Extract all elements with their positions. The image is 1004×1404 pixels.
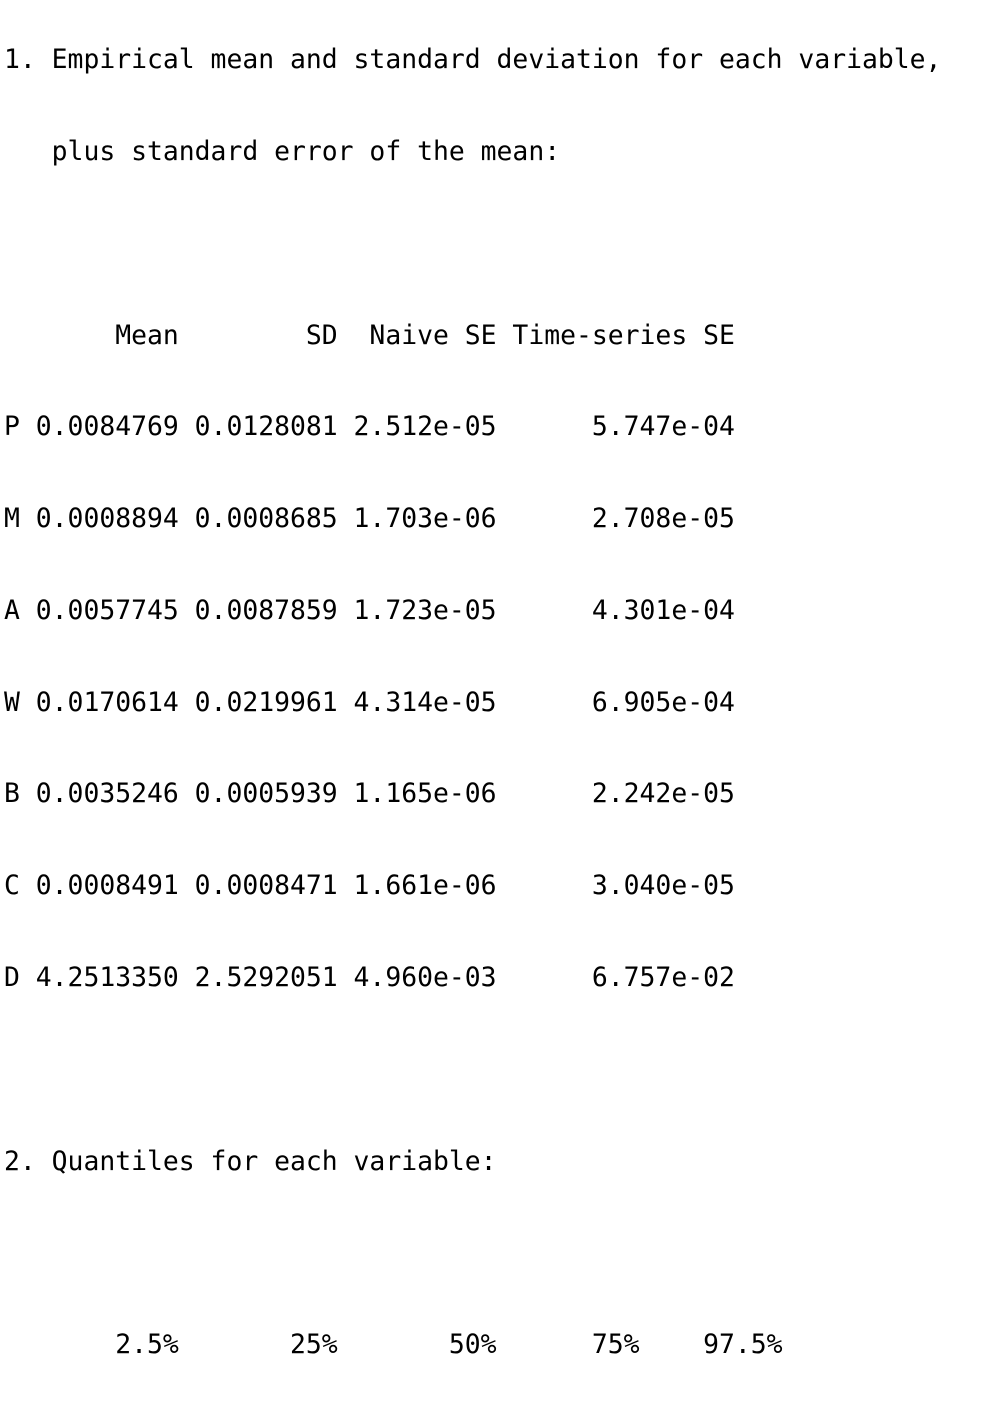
stats-table-row: C 0.0008491 0.0008471 1.661e-06 3.040e-0…	[4, 870, 735, 902]
stats-table-row: A 0.0057745 0.0087859 1.723e-05 4.301e-0…	[4, 594, 735, 626]
section-2-heading: 2. Quantiles for each variable:	[4, 1145, 497, 1177]
quantiles-table-header: 2.5% 25% 50% 75% 97.5%	[4, 1329, 783, 1361]
stats-table-row: P 0.0084769 0.0128081 2.512e-05 5.747e-0…	[4, 411, 735, 443]
stats-table-row: M 0.0008894 0.0008685 1.703e-06 2.708e-0…	[4, 503, 735, 535]
blank-line	[4, 1055, 941, 1086]
stats-table-header: Mean SD Naive SE Time-series SE	[4, 319, 735, 351]
stats-table-row: B 0.0035246 0.0005939 1.165e-06 2.242e-0…	[4, 778, 735, 810]
section-1-heading-continued: plus standard error of the mean:	[4, 135, 561, 167]
blank-line	[4, 229, 941, 260]
console-output: 1. Empirical mean and standard deviation…	[4, 0, 941, 1404]
stats-table-row: D 4.2513350 2.5292051 4.960e-03 6.757e-0…	[4, 962, 735, 993]
section-1-heading: 1. Empirical mean and standard deviation…	[4, 44, 942, 76]
blank-line	[4, 1238, 941, 1269]
stats-table-row: W 0.0170614 0.0219961 4.314e-05 6.905e-0…	[4, 686, 735, 718]
